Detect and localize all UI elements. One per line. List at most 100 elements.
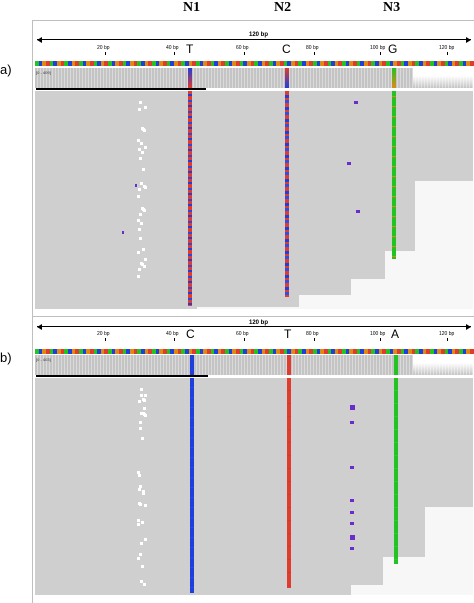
reference-base xyxy=(444,61,449,66)
coverage-track xyxy=(35,68,473,88)
coverage-variant-n3 xyxy=(394,355,398,375)
reference-base xyxy=(272,349,277,354)
tick-label: 60 bp xyxy=(236,331,249,337)
reference-base xyxy=(360,349,365,354)
reference-base xyxy=(451,61,456,66)
mismatch-marker xyxy=(143,185,146,188)
reference-base xyxy=(364,349,368,354)
reference-base xyxy=(258,349,262,354)
insertion-icon xyxy=(350,547,354,550)
tick-mark xyxy=(105,338,106,341)
reference-base xyxy=(144,349,149,354)
reference-base xyxy=(111,349,116,354)
allele-n2: T xyxy=(284,327,292,341)
reference-base xyxy=(415,349,419,354)
variant-column-n1 xyxy=(190,378,194,593)
allele-n2: C xyxy=(282,42,291,56)
mismatch-marker xyxy=(139,237,142,240)
tick-label: 20 bp xyxy=(97,45,110,51)
reference-base xyxy=(382,61,386,66)
panel-a-label: a) xyxy=(0,62,12,77)
panel-a[interactable]: 120 bp 20 bp 40 bp 60 bp 80 bp 100 bp 12… xyxy=(32,20,474,317)
mismatch-marker xyxy=(140,394,143,397)
reference-base xyxy=(232,61,237,66)
reference-base xyxy=(396,61,401,66)
mismatch-marker xyxy=(140,580,143,583)
reference-base xyxy=(448,349,452,354)
reference-base xyxy=(440,349,445,354)
tick-mark xyxy=(447,338,448,341)
reference-base xyxy=(64,61,68,66)
reference-base xyxy=(459,349,463,354)
reference-base xyxy=(283,61,288,66)
reference-base xyxy=(173,349,178,354)
reference-base xyxy=(345,61,350,66)
splitter-bar[interactable] xyxy=(36,88,206,90)
reference-base xyxy=(152,349,156,354)
variant-column-n2 xyxy=(285,91,289,297)
reference-base xyxy=(78,349,83,354)
reference-base xyxy=(195,349,200,354)
reference-base xyxy=(89,349,94,354)
insertion-icon xyxy=(122,231,124,234)
reference-base xyxy=(67,61,72,66)
tick-mark xyxy=(105,52,106,55)
splitter-bar[interactable] xyxy=(36,375,208,377)
variant-column-n2 xyxy=(287,378,291,588)
reference-base xyxy=(437,349,441,354)
tick-mark xyxy=(380,338,381,341)
tick-label: 60 bp xyxy=(236,45,249,51)
reference-base xyxy=(225,61,229,66)
tick-label: 40 bp xyxy=(166,45,179,51)
reference-base xyxy=(386,61,390,66)
mismatch-marker xyxy=(139,101,142,104)
mismatch-marker xyxy=(137,519,140,522)
reference-base xyxy=(290,349,295,354)
tick-mark xyxy=(314,52,315,55)
mismatch-marker xyxy=(142,490,145,493)
reference-base xyxy=(247,349,251,354)
reference-base xyxy=(437,61,441,66)
reference-base xyxy=(133,61,138,66)
reference-base xyxy=(393,349,397,354)
reference-base xyxy=(155,61,160,66)
reference-base xyxy=(184,349,189,354)
mismatch-marker xyxy=(137,195,140,198)
reference-base xyxy=(389,349,394,354)
reference-base xyxy=(279,61,284,66)
mismatch-marker xyxy=(138,108,141,111)
allele-n3: G xyxy=(388,42,398,56)
tick-label: 120 bp xyxy=(439,331,455,337)
reference-base xyxy=(130,61,134,66)
reference-base xyxy=(298,61,302,66)
reference-base xyxy=(433,349,438,354)
reference-base xyxy=(166,61,171,66)
ruler-title: 120 bp xyxy=(249,320,269,326)
reference-base xyxy=(334,61,339,66)
mismatch-marker xyxy=(139,427,142,430)
reference-base xyxy=(294,349,299,354)
insertion-icon xyxy=(350,405,355,410)
reference-base xyxy=(455,349,460,354)
reference-base xyxy=(415,61,419,66)
reference-base xyxy=(404,349,408,354)
tick-mark xyxy=(244,52,245,55)
reference-base xyxy=(287,61,291,66)
reference-base xyxy=(141,61,145,66)
insertion-icon xyxy=(354,101,358,104)
reference-base xyxy=(192,61,196,66)
reference-base xyxy=(265,349,269,354)
reference-base xyxy=(155,349,160,354)
mismatch-marker xyxy=(137,275,140,278)
tick-label: 120 bp xyxy=(439,45,455,51)
panel-b[interactable]: 120 bp 20 bp 40 bp 60 bp 80 bp 100 bp 12… xyxy=(32,316,474,603)
reference-base xyxy=(104,349,109,354)
header-n2: N2 xyxy=(274,0,292,15)
reference-base xyxy=(141,349,145,354)
reference-base xyxy=(290,61,295,66)
reference-base xyxy=(86,61,90,66)
reference-base xyxy=(53,61,57,66)
reference-base xyxy=(170,61,174,66)
reference-base xyxy=(214,61,218,66)
reference-base xyxy=(407,61,412,66)
